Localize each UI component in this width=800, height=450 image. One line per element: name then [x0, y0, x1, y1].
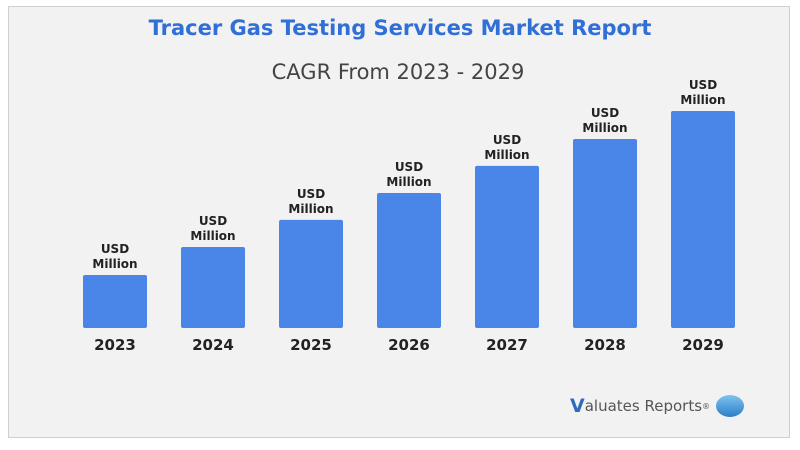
bar-2028 [573, 138, 637, 328]
logo-registered: ® [702, 401, 711, 411]
data-label-2029: Million [680, 93, 725, 107]
data-label-2028: USD [591, 106, 619, 120]
logo-globe-icon [716, 395, 745, 417]
data-label-2024: Million [190, 229, 235, 243]
x-tick-2026: 2026 [388, 336, 430, 354]
data-label-2027: Million [484, 148, 529, 162]
data-label-2025: USD [297, 187, 325, 201]
data-label-2029: USD [689, 78, 717, 92]
bar-2024 [181, 247, 245, 328]
data-label-2024: USD [199, 214, 227, 228]
bar-2029 [671, 111, 735, 328]
logo-v: V [570, 395, 585, 417]
x-tick-2029: 2029 [682, 336, 724, 354]
x-tick-2027: 2027 [486, 336, 528, 354]
bar-2023 [83, 275, 147, 328]
data-label-2027: USD [493, 133, 521, 147]
bar-2025 [279, 219, 343, 328]
data-label-2023: Million [92, 257, 137, 271]
x-tick-2023: 2023 [94, 336, 136, 354]
data-label-2025: Million [288, 202, 333, 216]
chart-subtitle: CAGR From 2023 - 2029 [271, 60, 525, 84]
data-label-2026: Million [386, 175, 431, 189]
data-label-2028: Million [582, 121, 627, 135]
x-tick-2024: 2024 [192, 336, 234, 354]
bar-2026 [377, 193, 441, 328]
x-tick-2028: 2028 [584, 336, 626, 354]
x-tick-2025: 2025 [290, 336, 332, 354]
logo-text: aluates Reports [584, 397, 703, 415]
bar-2027 [475, 165, 539, 328]
data-label-2023: USD [101, 242, 129, 256]
chart-title: Tracer Gas Testing Services Market Repor… [148, 16, 652, 40]
data-label-2026: USD [395, 160, 423, 174]
